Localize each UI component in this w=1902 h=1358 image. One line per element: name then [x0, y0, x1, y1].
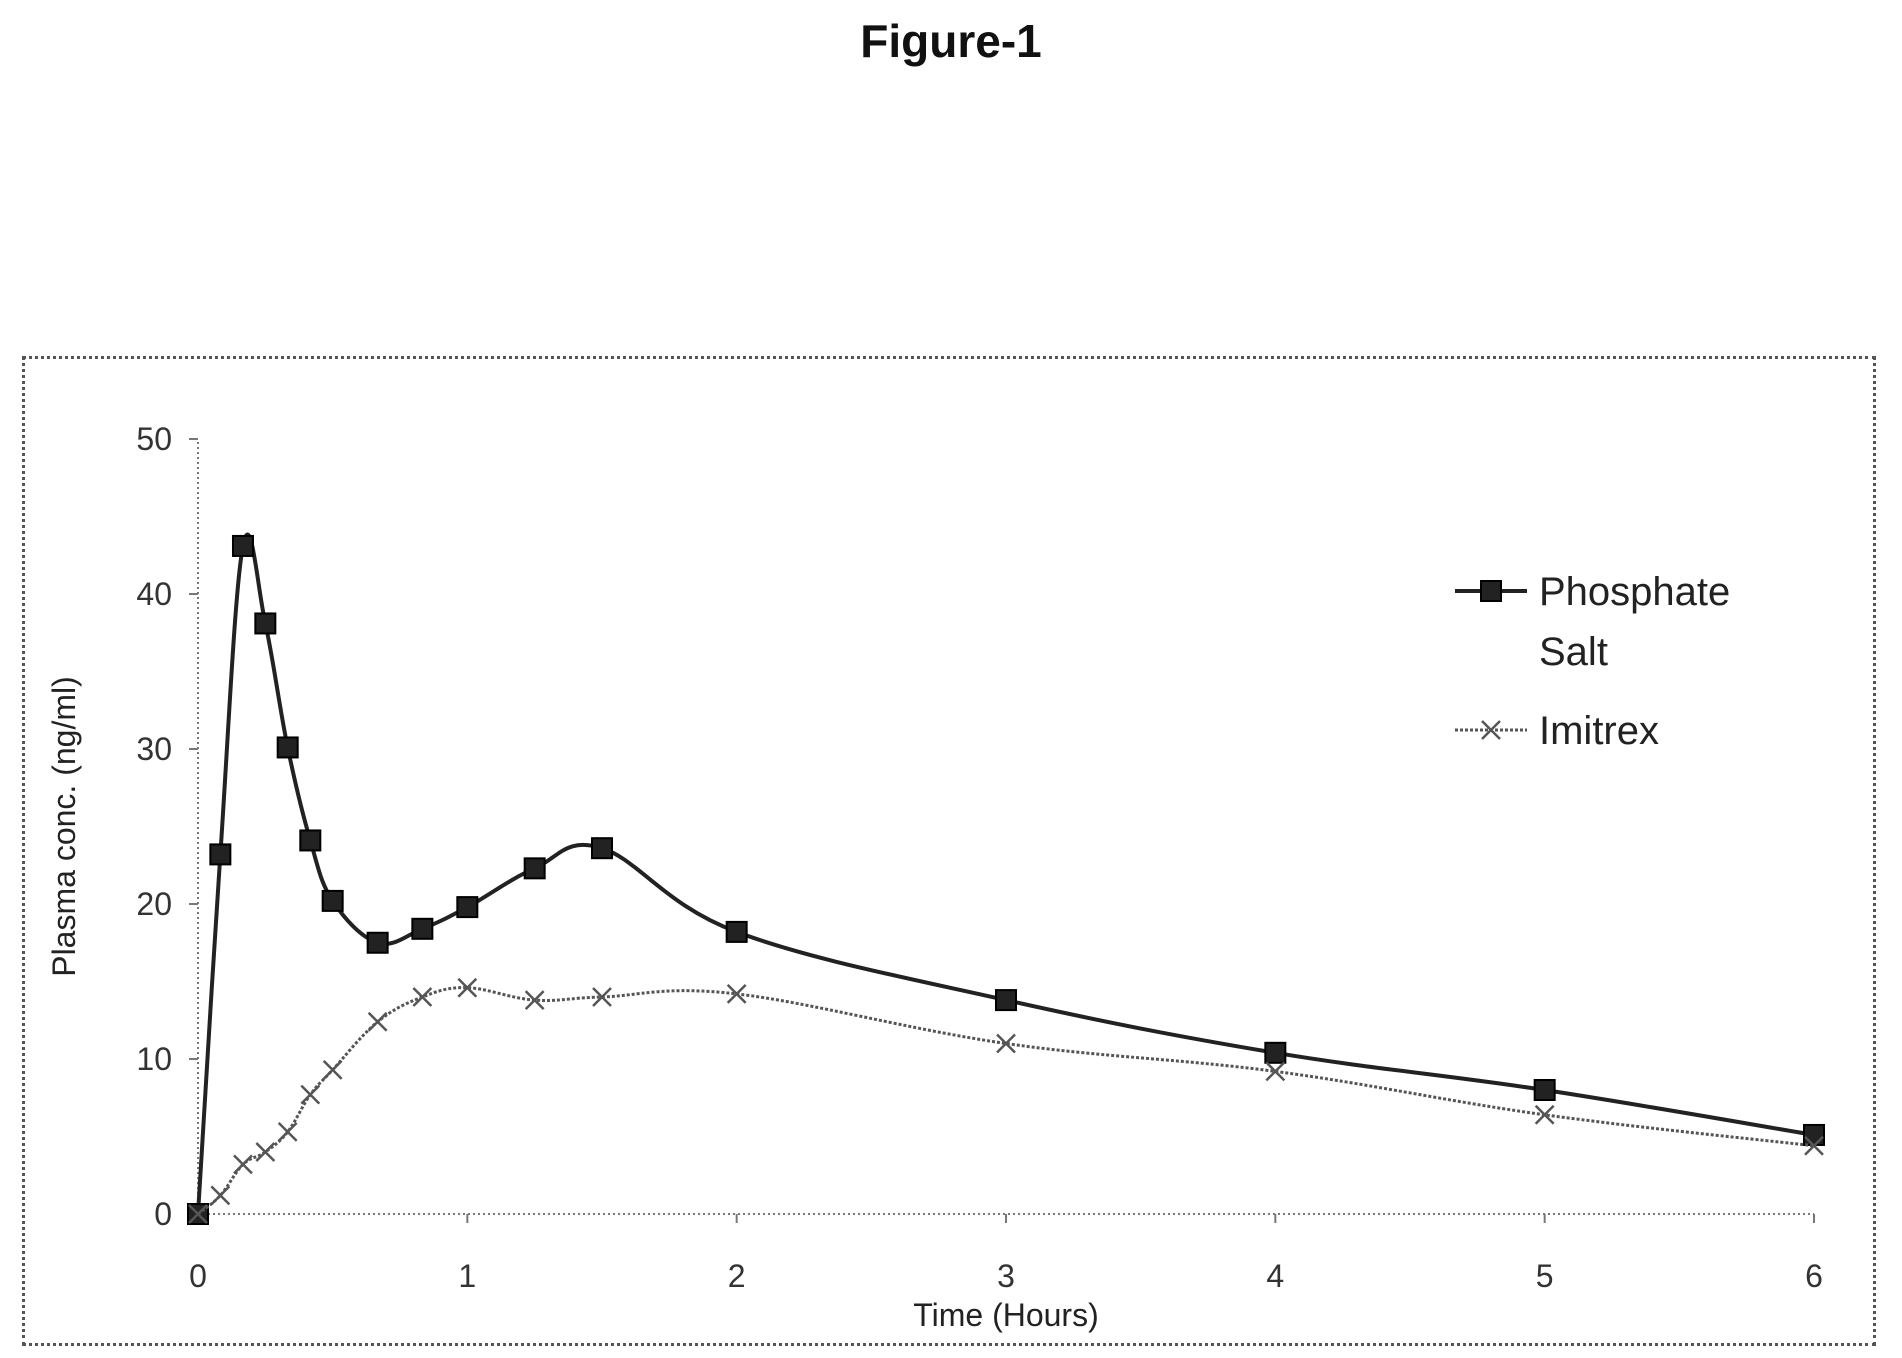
data-point-imitrex-stroke-b — [277, 1121, 298, 1142]
data-point-phosphate-salt — [254, 612, 277, 635]
x-tick-label: 1 — [458, 1258, 476, 1294]
data-point-imitrex — [592, 987, 612, 1007]
data-point-imitrex-stroke-b — [726, 984, 747, 1004]
data-point-imitrex — [1265, 1061, 1286, 1082]
data-point-imitrex-stroke-b — [188, 1204, 208, 1224]
data-point-imitrex-stroke-b — [322, 1059, 343, 1080]
data-point-imitrex — [255, 1142, 276, 1162]
data-point-imitrex-stroke-b — [233, 1154, 253, 1175]
data-point-imitrex-stroke-b — [996, 1033, 1016, 1054]
data-point-phosphate-salt — [1533, 1079, 1556, 1101]
chart-series — [187, 532, 1825, 1225]
x-tick-label: 0 — [189, 1258, 207, 1294]
y-axis-title: Plasma conc. (ng/ml) — [46, 676, 82, 977]
data-point-imitrex-stroke-b — [367, 1011, 388, 1032]
data-point-phosphate-salt — [411, 917, 434, 940]
data-point-imitrex-stroke-b — [592, 987, 612, 1007]
data-point-phosphate-salt — [456, 896, 479, 919]
legend-marker-imitrex-stroke-b — [1481, 720, 1501, 740]
data-point-phosphate-salt — [366, 931, 389, 954]
data-point-imitrex — [726, 984, 747, 1004]
data-point-phosphate-salt — [276, 736, 299, 759]
data-point-imitrex — [367, 1011, 388, 1032]
data-point-imitrex — [412, 987, 433, 1007]
chart-frame: 0 10 20 30 40 50 0 1 2 3 4 5 6 Phosphate Salt Imitrex … — [22, 356, 1876, 1346]
y-tick-label: 30 — [136, 731, 172, 767]
y-tick-label: 20 — [136, 886, 172, 922]
data-point-imitrex-stroke-b — [412, 987, 433, 1007]
data-point-imitrex-stroke-b — [1804, 1135, 1824, 1156]
chart-legend: Phosphate Salt Imitrex — [1455, 570, 1730, 753]
x-tick-label: 2 — [728, 1258, 746, 1294]
x-axis-title: Time (Hours) — [913, 1297, 1098, 1333]
data-point-phosphate-salt — [591, 837, 613, 860]
legend-label-line: Salt — [1539, 630, 1608, 674]
data-point-imitrex — [1804, 1135, 1824, 1156]
data-point-imitrex — [1534, 1104, 1555, 1125]
data-point-imitrex-stroke-b — [210, 1185, 231, 1206]
legend-label-imitrex: Imitrex — [1539, 709, 1659, 753]
data-point-imitrex-stroke-b — [1265, 1061, 1286, 1082]
data-point-phosphate-salt — [725, 920, 748, 943]
data-point-imitrex — [300, 1084, 321, 1105]
data-point-imitrex — [322, 1059, 343, 1080]
y-tick-label: 0 — [154, 1196, 172, 1232]
legend-marker-phosphate-salt — [1480, 580, 1502, 602]
legend-label-line: Phosphate — [1539, 570, 1730, 614]
data-point-imitrex-stroke-b — [255, 1142, 276, 1162]
data-point-phosphate-salt — [523, 857, 546, 880]
data-point-imitrex — [210, 1185, 231, 1206]
chart-axes: 0 10 20 30 40 50 0 1 2 3 4 5 6 — [136, 421, 1822, 1294]
data-point-phosphate-salt — [299, 829, 322, 852]
x-tick-label: 5 — [1536, 1258, 1554, 1294]
y-tick-label: 10 — [136, 1041, 172, 1077]
data-point-imitrex-stroke-b — [524, 990, 545, 1010]
data-point-phosphate-salt — [209, 843, 232, 866]
data-point-imitrex — [188, 1204, 208, 1224]
data-point-imitrex — [457, 977, 478, 998]
x-tick-label: 3 — [997, 1258, 1015, 1294]
y-tick-label: 50 — [136, 421, 172, 457]
series-line-imitrex — [197, 986, 1815, 1216]
x-tick-label: 6 — [1805, 1258, 1823, 1294]
data-point-imitrex — [524, 990, 545, 1010]
data-point-imitrex-stroke-b — [1534, 1104, 1555, 1125]
data-point-imitrex — [277, 1121, 298, 1142]
data-point-imitrex — [996, 1033, 1016, 1054]
data-point-imitrex-stroke-b — [300, 1084, 321, 1105]
legend-label-phosphate-salt: Phosphate Salt — [1539, 570, 1730, 674]
data-point-phosphate-salt — [231, 534, 254, 557]
figure-title: Figure-1 — [860, 15, 1042, 67]
data-point-imitrex-stroke-b — [457, 977, 478, 998]
data-point-phosphate-salt — [1264, 1041, 1287, 1064]
data-point-phosphate-salt — [1803, 1123, 1825, 1146]
x-tick-label: 4 — [1266, 1258, 1284, 1294]
data-point-phosphate-salt — [995, 989, 1017, 1012]
data-point-imitrex — [233, 1154, 253, 1175]
data-point-phosphate-salt — [321, 889, 344, 912]
legend-marker-imitrex — [1481, 720, 1501, 740]
y-tick-label: 40 — [136, 576, 172, 612]
